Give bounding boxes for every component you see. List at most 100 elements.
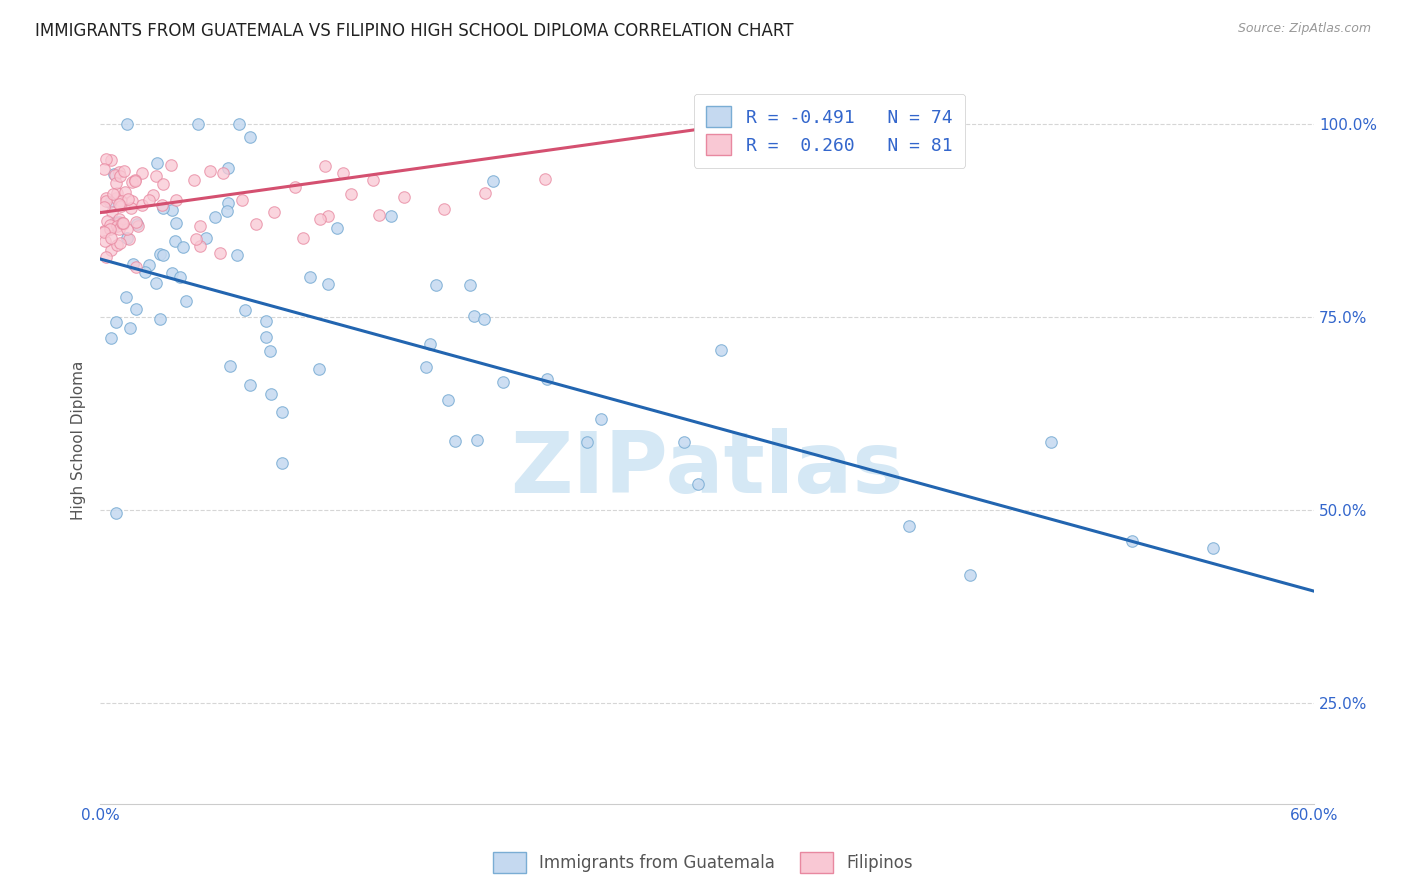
Point [444, 434, 467, 449]
Text: Source: ZipAtlas.com: Source: ZipAtlas.com [1237, 22, 1371, 36]
Point [672, 434, 695, 449]
Point [217, 196, 239, 211]
Point [108, 169, 131, 183]
Point [415, 360, 437, 375]
Point [98, 221, 121, 235]
Point [308, 361, 330, 376]
Point [217, 161, 239, 175]
Text: IMMIGRANTS FROM GUATEMALA VS FILIPINO HIGH SCHOOL DIPLOMA CORRELATION CHART: IMMIGRANTS FROM GUATEMALA VS FILIPINO HI… [35, 22, 793, 40]
Point [465, 433, 488, 447]
Point [111, 217, 134, 231]
Point [117, 192, 139, 206]
Point [103, 167, 125, 181]
Point [263, 204, 285, 219]
Point [110, 194, 132, 208]
Point [536, 372, 558, 386]
Point [115, 117, 138, 131]
Point [228, 117, 250, 131]
Point [188, 239, 211, 253]
Point [1040, 434, 1063, 449]
Point [460, 278, 482, 293]
Point [165, 194, 187, 208]
Point [589, 412, 612, 426]
Point [231, 194, 253, 208]
Point [1202, 541, 1225, 555]
Point [105, 186, 128, 201]
Point [165, 216, 187, 230]
Point [138, 258, 160, 272]
Point [308, 211, 330, 226]
Point [101, 219, 124, 233]
Point [110, 199, 132, 213]
Point [100, 331, 122, 345]
Point [165, 234, 187, 248]
Point [111, 216, 134, 230]
Point [93, 225, 115, 239]
Point [198, 164, 221, 178]
Point [104, 315, 127, 329]
Point [112, 216, 135, 230]
Point [898, 519, 921, 533]
Point [108, 196, 131, 211]
Point [326, 220, 349, 235]
Point [316, 209, 339, 223]
Point [172, 240, 194, 254]
Point [118, 232, 141, 246]
Point [93, 161, 115, 176]
Point [104, 215, 127, 229]
Point [105, 238, 128, 252]
Point [152, 248, 174, 262]
Point [160, 266, 183, 280]
Point [121, 194, 143, 208]
Point [576, 434, 599, 449]
Point [298, 270, 321, 285]
Point [145, 276, 167, 290]
Point [118, 321, 141, 335]
Point [314, 159, 336, 173]
Point [100, 153, 122, 168]
Point [117, 230, 139, 244]
Point [100, 231, 122, 245]
Point [332, 166, 354, 180]
Point [187, 117, 209, 131]
Point [534, 172, 557, 186]
Point [94, 250, 117, 264]
Point [188, 219, 211, 233]
Point [254, 314, 277, 328]
Point [124, 173, 146, 187]
Point [419, 336, 441, 351]
Point [107, 211, 129, 226]
Point [254, 330, 277, 344]
Point [127, 219, 149, 233]
Point [108, 235, 131, 250]
Point [108, 165, 131, 179]
Point [150, 198, 173, 212]
Point [112, 164, 135, 178]
Point [463, 310, 485, 324]
Point [368, 208, 391, 222]
Point [340, 187, 363, 202]
Text: ZIPatlas: ZIPatlas [510, 428, 904, 511]
Point [93, 234, 115, 248]
Point [96, 214, 118, 228]
Point [96, 152, 118, 166]
Point [114, 185, 136, 199]
Legend: Immigrants from Guatemala, Filipinos: Immigrants from Guatemala, Filipinos [486, 846, 920, 880]
Point [145, 169, 167, 183]
Point [105, 506, 128, 520]
Point [101, 186, 124, 201]
Point [142, 187, 165, 202]
Point [121, 175, 143, 189]
Point [108, 222, 131, 236]
Point [125, 215, 148, 229]
Point [98, 195, 121, 210]
Point [239, 130, 262, 145]
Point [120, 201, 142, 215]
Point [245, 217, 267, 231]
Point [686, 477, 709, 491]
Point [117, 222, 139, 236]
Point [124, 174, 146, 188]
Point [149, 311, 172, 326]
Point [93, 200, 115, 214]
Point [93, 224, 115, 238]
